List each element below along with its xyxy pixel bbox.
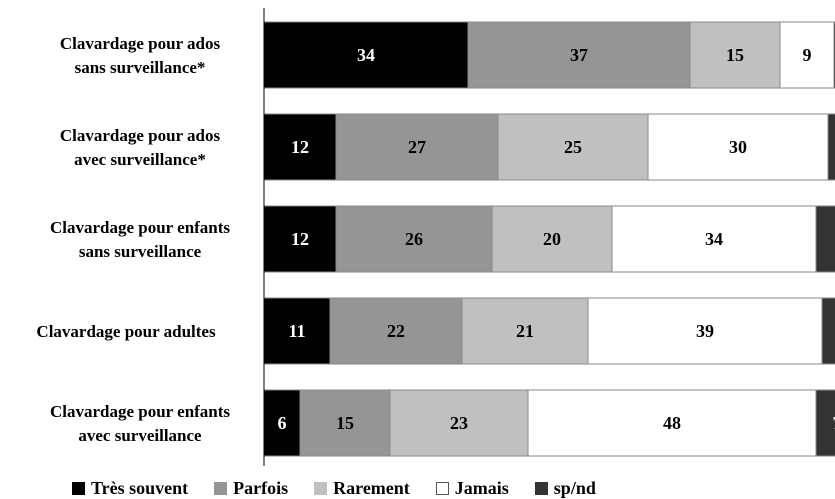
- data-label-parfois-row-5: 15: [336, 413, 354, 433]
- bar-segment-parfois-row-5: [299, 389, 391, 457]
- bar-segment-parfois-row-3: [335, 205, 493, 273]
- bar-segment-tres-souvent-row-2: [263, 113, 337, 181]
- data-label-jamais-row-5: 48: [663, 413, 681, 433]
- bar-segment-parfois-row-1: [467, 21, 691, 89]
- category-label-line: Clavardage pour enfants: [50, 402, 230, 421]
- data-label-parfois-row-3: 26: [405, 229, 423, 249]
- category-label-line: Clavardage pour enfants: [50, 218, 230, 237]
- data-label-parfois-row-2: 27: [408, 137, 426, 157]
- bar-segment-rarement-row-4: [461, 297, 589, 365]
- data-label-jamais-row-1: 9: [803, 45, 812, 65]
- data-label-tres-souvent-row-4: 11: [288, 321, 305, 341]
- category-label-line: avec surveillance*: [74, 150, 206, 169]
- bar-segment-sp-nd-row-2: [827, 113, 835, 181]
- category-label-line: Clavardage pour adultes: [36, 322, 216, 341]
- data-label-rarement-row-4: 21: [516, 321, 534, 341]
- category-label-row-5: Clavardage pour enfants avec surveillance: [50, 402, 230, 445]
- category-label-row-2: Clavardage pour ados avec surveillance*: [60, 126, 221, 169]
- legend-item-tres-souvent: Très souvent: [72, 478, 188, 499]
- legend-item-jamais: Jamais: [435, 477, 509, 499]
- category-axis-labels: Clavardage pour ados sans surveillance*Cl…: [36, 34, 230, 445]
- data-label-parfois-row-1: 37: [570, 45, 588, 65]
- data-label-tres-souvent-row-5: 6: [278, 413, 287, 433]
- legend-label: Jamais: [454, 477, 509, 498]
- data-label-jamais-row-4: 39: [696, 321, 714, 341]
- bar-segment-sp-nd-row-4: [821, 297, 835, 365]
- data-label-parfois-row-4: 22: [387, 321, 405, 341]
- legend-label: Parfois: [233, 477, 289, 498]
- bar-segment-jamais-row-3: [611, 205, 817, 273]
- bar-segment-rarement-row-1: [689, 21, 781, 89]
- category-label-line: sans surveillance: [79, 242, 202, 261]
- category-label-row-3: Clavardage pour enfants sans surveillance: [50, 218, 230, 261]
- bar-segment-rarement-row-5: [389, 389, 529, 457]
- bar-segment-jamais-row-2: [647, 113, 829, 181]
- data-label-tres-souvent-row-1: 34: [357, 45, 375, 65]
- bar-segment-sp-nd-row-5: [815, 389, 835, 457]
- data-label-jamais-row-2: 30: [729, 137, 747, 157]
- category-label-line: Clavardage pour ados: [60, 34, 221, 53]
- data-label-tres-souvent-row-2: 12: [291, 137, 309, 157]
- data-label-rarement-row-2: 25: [564, 137, 582, 157]
- category-label-row-4: Clavardage pour adultes: [36, 322, 216, 341]
- category-label-line: avec surveillance: [78, 426, 202, 445]
- legend-item-rarement: Rarement: [314, 478, 410, 499]
- category-label-row-1: Clavardage pour ados sans surveillance*: [60, 34, 221, 77]
- category-label-line: sans surveillance*: [75, 58, 206, 77]
- bar-segment-rarement-row-3: [491, 205, 613, 273]
- legend-swatch: [214, 481, 228, 495]
- bar-segment-jamais-row-4: [587, 297, 823, 365]
- legend-label: Rarement: [333, 477, 410, 498]
- legend-swatch: [534, 481, 548, 495]
- bar-segment-rarement-row-2: [497, 113, 649, 181]
- bar-segment-tres-souvent-row-1: [263, 21, 469, 89]
- legend-item-parfois: Parfois: [214, 478, 288, 499]
- data-label-rarement-row-1: 15: [726, 45, 744, 65]
- bar-segment-parfois-row-2: [335, 113, 499, 181]
- legend: Très souvent Parfois Rarement Jamais sp/nd: [72, 478, 596, 498]
- category-label-line: Clavardage pour ados: [60, 126, 221, 145]
- legend-swatch: [72, 481, 85, 495]
- data-label-rarement-row-3: 20: [543, 229, 561, 249]
- legend-item-sp-nd: sp/nd: [534, 477, 596, 499]
- data-label-rarement-row-5: 23: [450, 413, 468, 433]
- bar-segment-parfois-row-4: [329, 297, 463, 365]
- legend-label: Très souvent: [91, 477, 189, 498]
- legend-swatch: [435, 481, 449, 495]
- bar-segment-sp-nd-row-3: [815, 205, 835, 273]
- data-label-sp-nd-row-5: 7: [833, 413, 835, 433]
- legend-label: sp/nd: [553, 477, 596, 498]
- bar-segment-tres-souvent-row-5: [263, 389, 301, 457]
- bar-segment-jamais-row-5: [527, 389, 817, 457]
- data-label-jamais-row-3: 34: [705, 229, 723, 249]
- legend-swatch: [314, 481, 328, 495]
- data-label-tres-souvent-row-3: 12: [291, 229, 309, 249]
- plot-area: 3437159512272530512262034811222139761523…: [263, 21, 835, 457]
